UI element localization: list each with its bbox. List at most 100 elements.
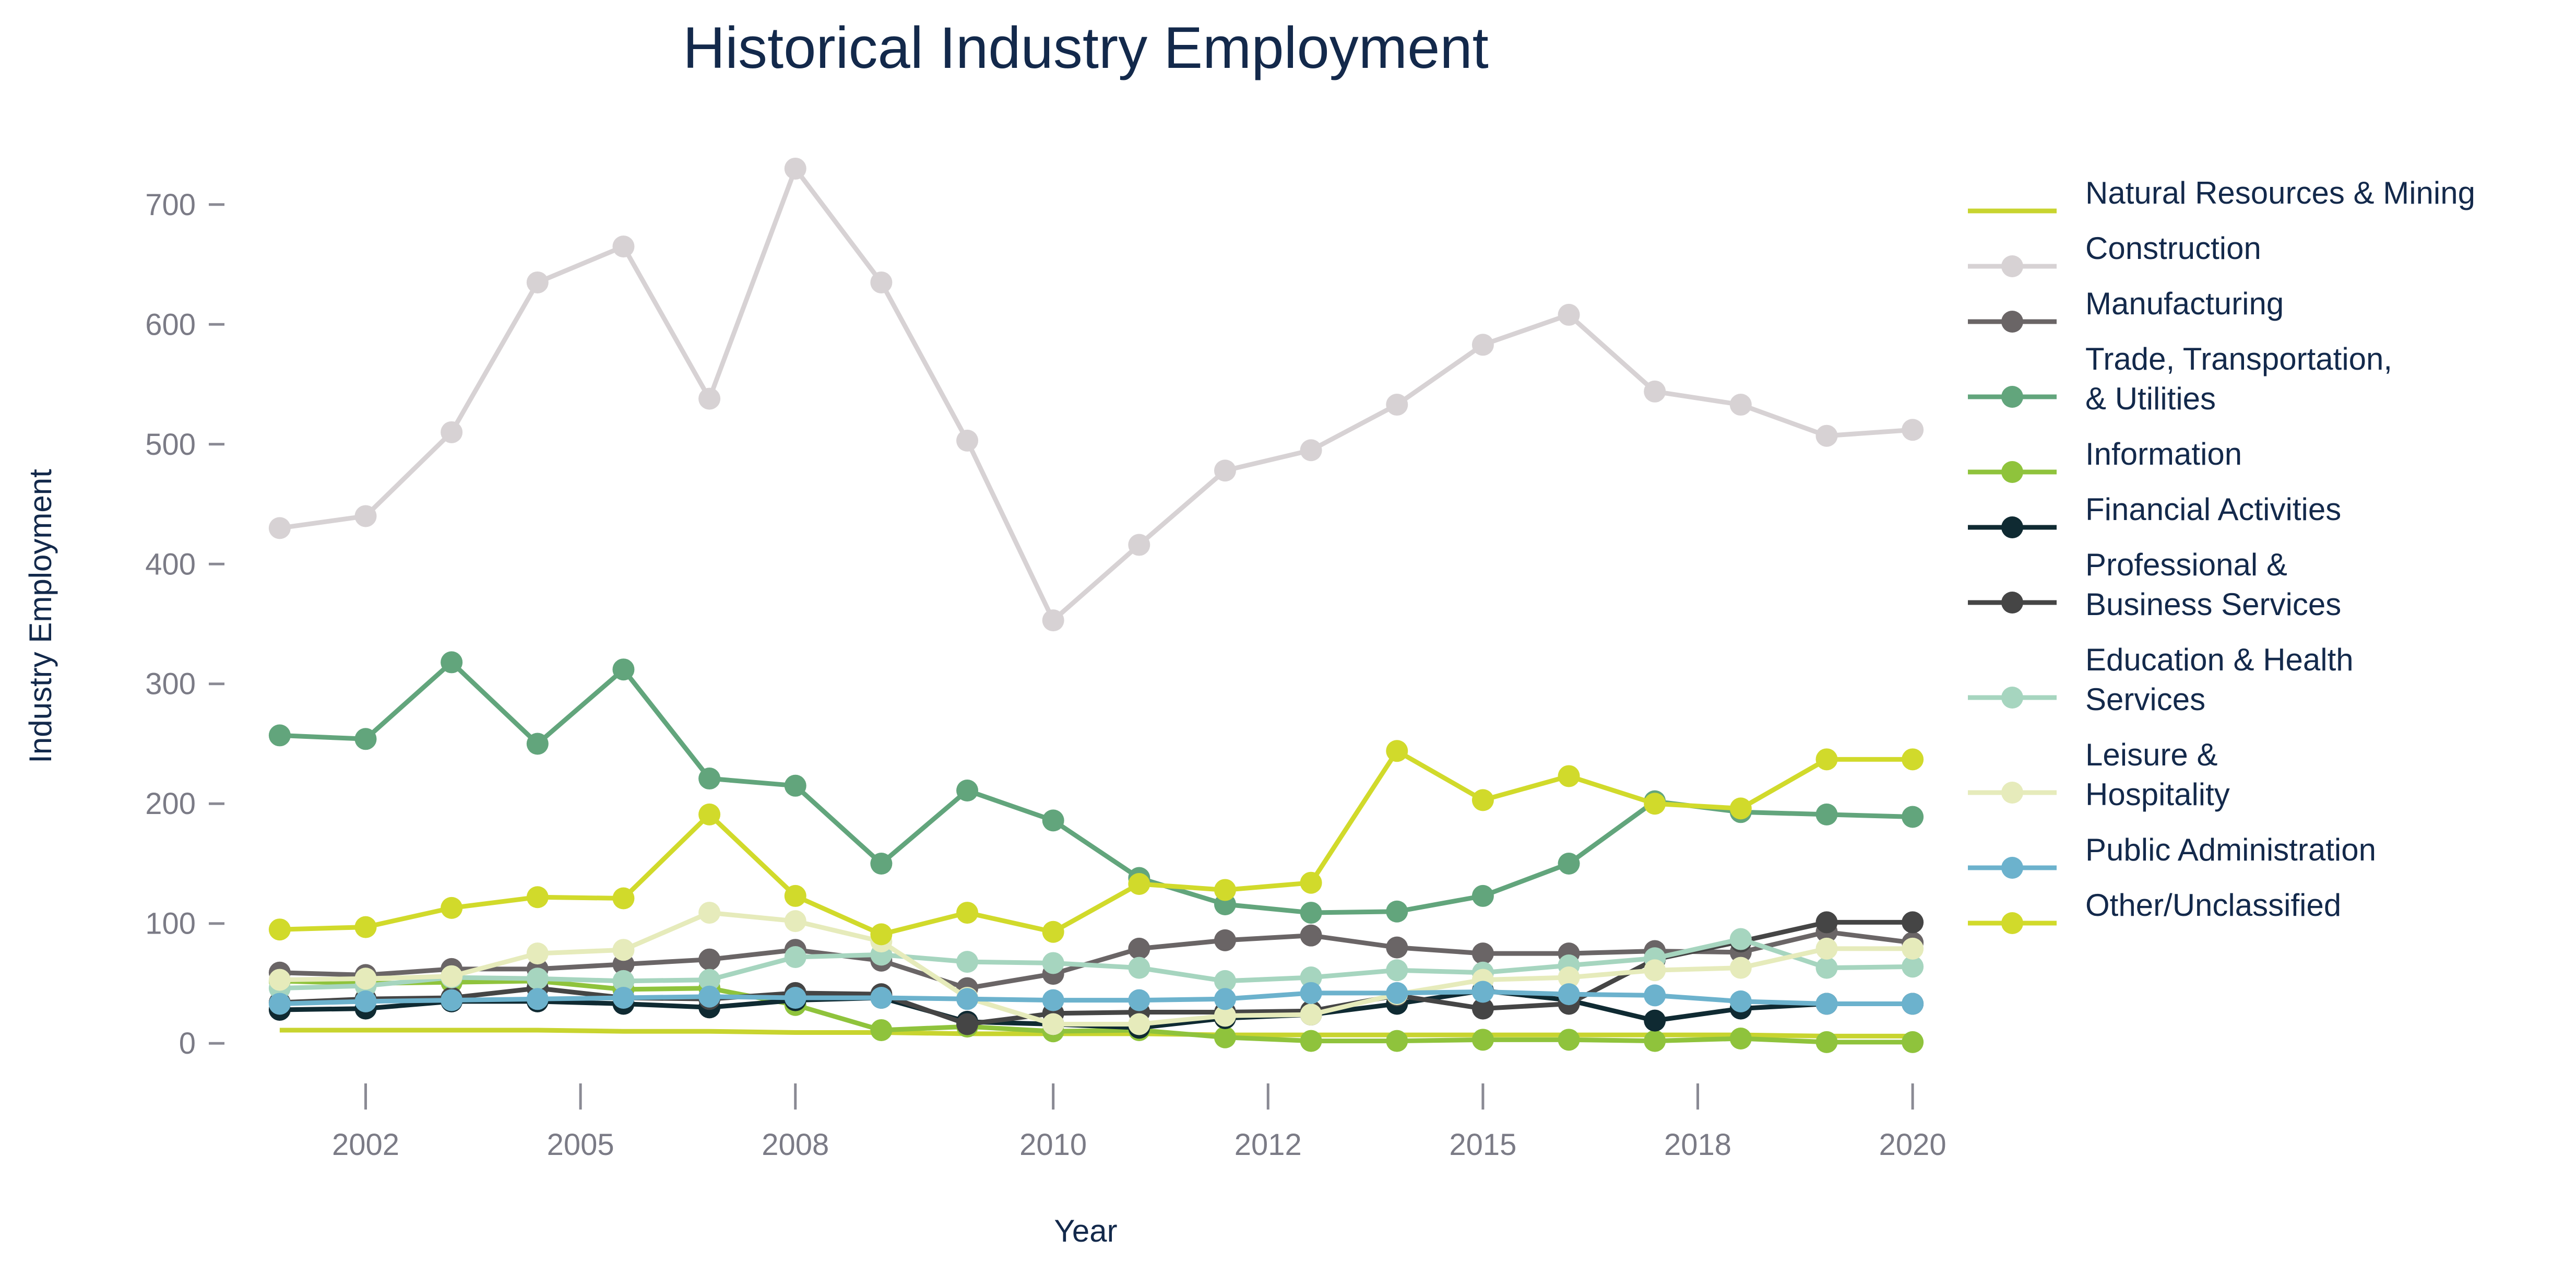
data-point-education-health-services xyxy=(526,968,549,990)
data-point-manufacturing xyxy=(1471,942,1494,965)
data-point-construction xyxy=(441,421,463,443)
legend-marker-manufacturing xyxy=(2001,311,2023,333)
data-point-construction xyxy=(1214,459,1236,482)
series-line-information xyxy=(279,978,1913,1045)
data-point-public-administration xyxy=(1729,990,1752,1012)
data-point-leisure-hospitality xyxy=(1128,1013,1150,1035)
y-tick-label: 300 xyxy=(145,667,196,701)
data-point-education-health-services xyxy=(1042,952,1064,974)
x-tick-label: 2005 xyxy=(547,1128,614,1162)
data-point-construction xyxy=(956,429,979,452)
x-tick-label: 2020 xyxy=(1879,1128,1946,1162)
data-point-public-administration xyxy=(698,985,721,1008)
data-point-leisure-hospitality xyxy=(354,968,377,990)
data-point-public-administration xyxy=(1300,982,1322,1004)
data-point-construction xyxy=(698,387,721,410)
legend-item-information: Information xyxy=(1968,437,2242,483)
data-point-public-administration xyxy=(1214,988,1236,1010)
data-point-leisure-hospitality xyxy=(268,969,291,991)
series-education-health-services xyxy=(268,928,1924,999)
series-line-natural-resources-mining xyxy=(279,1028,1913,1039)
data-point-other-unclassified xyxy=(1902,748,1924,771)
data-point-other-unclassified xyxy=(441,896,463,919)
data-point-education-health-services xyxy=(1902,955,1924,978)
data-point-other-unclassified xyxy=(1042,921,1064,943)
series-line-education-health-services xyxy=(279,937,1913,991)
data-point-construction xyxy=(526,271,549,293)
data-point-financial-activities xyxy=(1644,1009,1666,1032)
y-tick-label: 0 xyxy=(179,1027,196,1060)
legend-label-information: Information xyxy=(2085,437,2242,471)
data-point-other-unclassified xyxy=(1128,872,1150,895)
data-point-trade-transportation-utilities xyxy=(526,733,549,755)
legend-marker-education-health-services xyxy=(2001,687,2023,709)
plot-series xyxy=(268,157,1924,1053)
data-point-leisure-hospitality xyxy=(526,942,549,965)
legend-label-education-health-services: Education & Health Services xyxy=(2085,642,2354,717)
legend-label-natural-resources-mining: Natural Resources & Mining xyxy=(2085,175,2475,210)
legend: Natural Resources & Mining Construction Ma… xyxy=(1968,175,2475,934)
data-point-information xyxy=(1729,1028,1752,1050)
data-point-public-administration xyxy=(526,988,549,1010)
data-point-leisure-hospitality xyxy=(441,965,463,987)
y-tick-label: 200 xyxy=(145,787,196,821)
legend-label-public-administration: Public Administration xyxy=(2085,832,2376,867)
series-line-manufacturing xyxy=(279,929,1913,991)
data-point-education-health-services xyxy=(1729,928,1752,950)
legend-marker-other-unclassified xyxy=(2001,912,2023,934)
data-point-public-administration xyxy=(1042,989,1064,1011)
data-point-public-administration xyxy=(612,987,635,1009)
data-point-construction xyxy=(354,505,377,527)
data-point-trade-transportation-utilities xyxy=(1558,852,1580,875)
data-point-education-health-services xyxy=(1300,966,1322,988)
data-point-education-health-services xyxy=(784,946,806,968)
legend-label-professional-business-services: Professional & Business Services xyxy=(2085,547,2341,622)
data-point-trade-transportation-utilities xyxy=(1471,884,1494,907)
data-point-construction xyxy=(612,235,635,258)
data-point-leisure-hospitality xyxy=(1558,966,1580,988)
data-point-information xyxy=(870,1019,893,1041)
data-point-professional-business-services xyxy=(1815,911,1838,934)
data-point-construction xyxy=(1128,534,1150,556)
legend-marker-leisure-hospitality xyxy=(2001,782,2023,804)
legend-marker-trade-transportation-utilities xyxy=(2001,386,2023,408)
data-point-trade-transportation-utilities xyxy=(354,728,377,750)
data-point-construction xyxy=(1558,303,1580,326)
y-axis: 0 100 200 300 400 500 600 700 xyxy=(145,188,224,1060)
series-leisure-hospitality xyxy=(268,902,1924,1035)
data-point-information xyxy=(1558,1029,1580,1051)
series-line-professional-business-services xyxy=(279,919,1913,1027)
x-tick-label: 2010 xyxy=(1019,1128,1087,1162)
legend-label-leisure-hospitality: Leisure & Hospitality xyxy=(2085,737,2230,812)
data-point-trade-transportation-utilities xyxy=(1815,803,1838,825)
data-point-other-unclassified xyxy=(1214,879,1236,901)
legend-item-construction: Construction xyxy=(1968,231,2261,277)
data-point-trade-transportation-utilities xyxy=(870,852,893,875)
data-point-manufacturing xyxy=(1386,936,1408,959)
legend-item-financial-activities: Financial Activities xyxy=(1968,492,2341,538)
legend-item-leisure-hospitality: Leisure & Hospitality xyxy=(1968,737,2230,812)
data-point-public-administration xyxy=(354,990,377,1012)
data-point-public-administration xyxy=(870,987,893,1009)
series-line-public-administration xyxy=(279,989,1913,1006)
data-point-other-unclassified xyxy=(1729,797,1752,820)
data-point-other-unclassified xyxy=(612,887,635,910)
x-axis-title: Year xyxy=(1054,1213,1117,1248)
data-point-public-administration xyxy=(1471,981,1494,1003)
x-tick-label: 2002 xyxy=(332,1128,399,1162)
data-point-education-health-services xyxy=(1214,970,1236,992)
data-point-public-administration xyxy=(1128,989,1150,1011)
series-line-other-unclassified xyxy=(279,748,1913,937)
data-point-public-administration xyxy=(956,988,979,1010)
data-point-public-administration xyxy=(1644,984,1666,1007)
legend-marker-financial-activities xyxy=(2001,516,2023,538)
data-point-construction xyxy=(268,517,291,539)
data-point-trade-transportation-utilities xyxy=(1042,809,1064,832)
data-point-leisure-hospitality xyxy=(698,902,721,924)
series-trade-transportation-utilities xyxy=(268,651,1924,924)
data-point-trade-transportation-utilities xyxy=(441,651,463,674)
x-tick-label: 2008 xyxy=(762,1128,829,1162)
data-point-manufacturing xyxy=(1300,924,1322,947)
data-point-trade-transportation-utilities xyxy=(1902,806,1924,828)
data-point-leisure-hospitality xyxy=(1214,1005,1236,1027)
